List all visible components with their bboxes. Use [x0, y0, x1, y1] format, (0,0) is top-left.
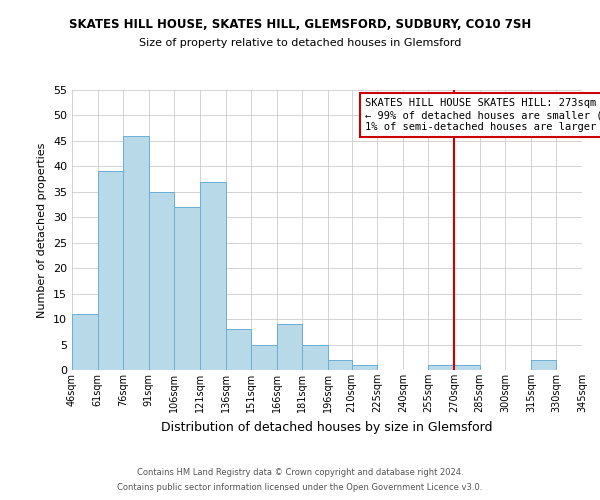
Bar: [251, 344, 277, 370]
Bar: [352, 365, 377, 370]
Text: SKATES HILL HOUSE, SKATES HILL, GLEMSFORD, SUDBURY, CO10 7SH: SKATES HILL HOUSE, SKATES HILL, GLEMSFOR…: [69, 18, 531, 30]
Bar: [428, 365, 454, 370]
Bar: [72, 314, 98, 370]
Bar: [200, 182, 226, 370]
Bar: [454, 365, 479, 370]
Bar: [328, 360, 352, 370]
Bar: [98, 172, 123, 370]
Y-axis label: Number of detached properties: Number of detached properties: [37, 142, 47, 318]
Bar: [226, 330, 251, 370]
Text: Contains HM Land Registry data © Crown copyright and database right 2024.: Contains HM Land Registry data © Crown c…: [137, 468, 463, 477]
Bar: [149, 192, 175, 370]
Bar: [302, 344, 328, 370]
Bar: [277, 324, 302, 370]
X-axis label: Distribution of detached houses by size in Glemsford: Distribution of detached houses by size …: [161, 420, 493, 434]
Bar: [175, 207, 200, 370]
Bar: [531, 360, 556, 370]
Text: Contains public sector information licensed under the Open Government Licence v3: Contains public sector information licen…: [118, 483, 482, 492]
Text: Size of property relative to detached houses in Glemsford: Size of property relative to detached ho…: [139, 38, 461, 48]
Text: SKATES HILL HOUSE SKATES HILL: 273sqm
← 99% of detached houses are smaller (231): SKATES HILL HOUSE SKATES HILL: 273sqm ← …: [365, 98, 600, 132]
Bar: [123, 136, 149, 370]
